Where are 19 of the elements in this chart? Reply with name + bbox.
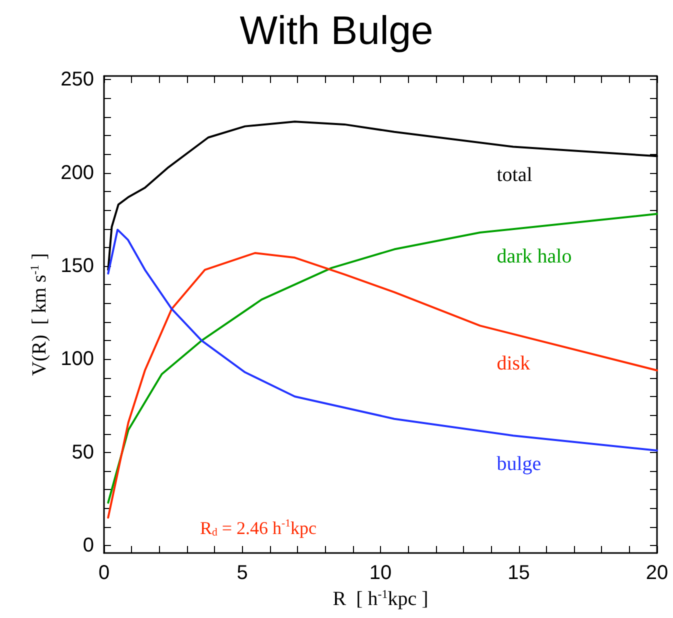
chart-title: With Bulge <box>240 9 434 53</box>
y-tick-label: 200 <box>60 162 94 184</box>
x-tick-label: 5 <box>236 562 248 584</box>
line-series <box>107 228 658 452</box>
y-tick-label: 50 <box>72 441 94 464</box>
x-tick-label: 20 <box>646 562 668 584</box>
y-tick-label: 100 <box>60 348 94 370</box>
line-series <box>107 212 658 504</box>
y-axis-title: V(R) [ km s-1 ] <box>28 253 51 376</box>
y-tick-label: 150 <box>60 255 94 278</box>
series-label: bulge <box>496 453 542 476</box>
y-tick-label: 0 <box>82 534 94 557</box>
y-tick-label: 250 <box>60 68 94 91</box>
series-label: disk <box>496 352 530 374</box>
x-tick-label: 10 <box>369 562 392 584</box>
series-label: dark halo <box>496 245 572 268</box>
x-tick-label: 0 <box>98 562 110 584</box>
x-tick-label: 15 <box>508 562 530 584</box>
series-label: total <box>496 164 533 186</box>
